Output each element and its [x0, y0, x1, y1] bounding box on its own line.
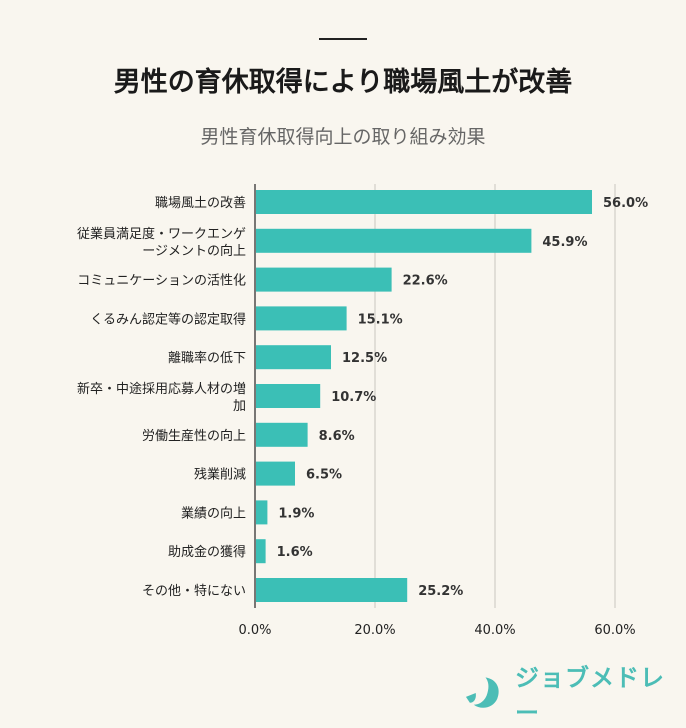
value-label: 25.2%	[418, 584, 463, 599]
category-label: 労働生産性の向上	[142, 428, 246, 444]
logo: ジョブメドレー	[464, 658, 686, 728]
value-label: 6.5%	[306, 468, 342, 483]
value-label: 45.9%	[542, 235, 587, 250]
value-label: 1.9%	[278, 506, 314, 521]
page-title: 男性の育休取得により職場風土が改善	[113, 67, 573, 98]
category-label: くるみん認定等の認定取得	[90, 311, 246, 327]
bar	[256, 345, 331, 370]
category-label: 助成金の獲得	[168, 544, 246, 560]
x-tick-label: 20.0%	[354, 623, 395, 638]
x-tick-label: 60.0%	[594, 623, 635, 638]
bar	[256, 422, 308, 447]
value-label: 1.6%	[277, 545, 313, 560]
category-label: その他・特にない	[142, 584, 246, 599]
bar	[256, 539, 266, 564]
x-tick-label: 40.0%	[474, 623, 515, 638]
bar	[256, 461, 295, 486]
category-label: 職場風土の改善	[155, 195, 246, 211]
category-label: 残業削減	[194, 467, 246, 483]
bar	[256, 306, 347, 331]
category-label: 従業員満足度・ワークエンゲ	[77, 226, 246, 242]
logo-mark-icon	[465, 677, 499, 708]
x-tick-label: 0.0%	[238, 623, 271, 638]
value-label: 15.1%	[358, 312, 403, 327]
value-label: 8.6%	[319, 429, 355, 444]
bar	[256, 384, 321, 408]
bar	[256, 578, 408, 602]
category-label: 離職率の低下	[168, 350, 246, 366]
category-label: 業績の向上	[181, 505, 246, 521]
bar	[256, 190, 592, 214]
value-label: 10.7%	[331, 390, 376, 405]
category-label: 新卒・中途採用応募人材の増	[77, 381, 246, 397]
category-label: コミュニケーションの活性化	[77, 274, 246, 289]
value-label: 22.6%	[403, 274, 448, 289]
chart-subtitle: 男性育休取得向上の取り組み効果	[200, 126, 486, 148]
category-label: 加	[233, 399, 246, 414]
category-label: ージメントの向上	[142, 243, 246, 259]
logo-text: ジョブメドレー	[515, 664, 666, 727]
bar	[256, 500, 268, 525]
bar	[256, 267, 392, 292]
bar	[256, 228, 532, 253]
value-label: 12.5%	[342, 351, 387, 366]
value-label: 56.0%	[603, 196, 648, 211]
title-decoration-line	[319, 38, 367, 40]
